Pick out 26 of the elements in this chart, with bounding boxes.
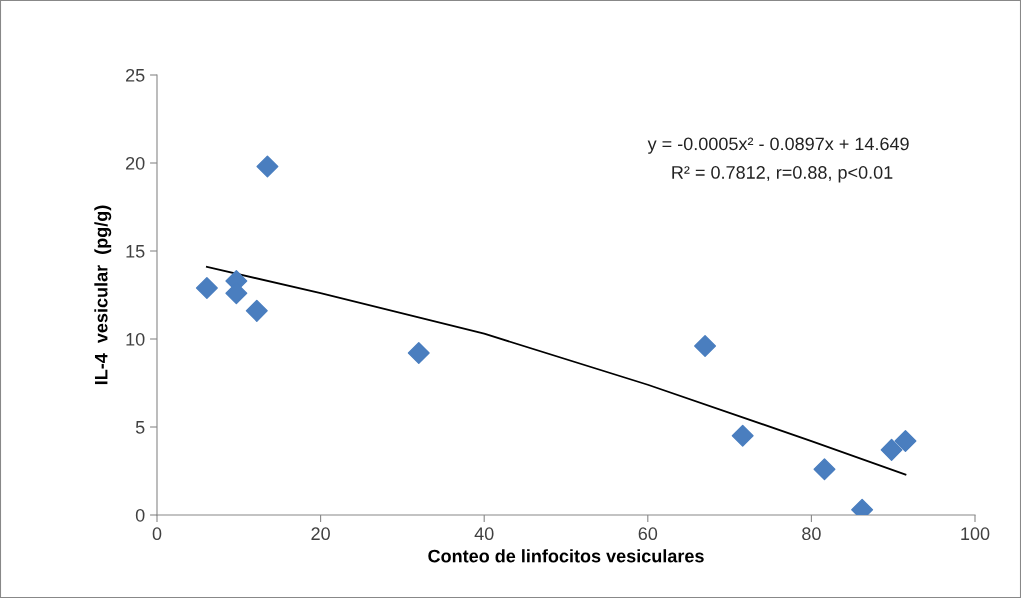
point [813,458,836,481]
x-tick-label: 80 [802,527,821,541]
line-series [205,265,907,476]
y-tick-label: 10 [126,332,145,346]
y-tick-label: 15 [126,245,145,258]
y-tick-label: 20 [126,156,145,170]
y-tick-label: 25 [126,68,145,82]
point [256,155,279,178]
y-tick-label: 0 [135,508,145,522]
x-tick-label: 20 [311,527,330,541]
point [880,438,903,461]
x-axis-title: Conteo de linfocitos vesiculares [428,549,704,563]
point [694,335,717,358]
annotation: R² = 0.7812, r=0.88, p<0.01 [672,166,893,183]
x-tick-label: 60 [638,527,658,541]
x-tick-label: 0 [152,527,162,541]
y-tick-label: 5 [135,421,145,434]
point [894,430,917,453]
point [407,342,430,365]
point [195,276,218,299]
x-tick-label: 100 [961,527,990,541]
y-axis-title: IL-4 vesicular (pg/g) [94,205,112,385]
annotation: y = -0.0005x² - 0.0897x + 14.649 [647,137,909,154]
x-tick-label: 40 [474,527,494,541]
point [245,299,268,322]
point [731,424,754,447]
